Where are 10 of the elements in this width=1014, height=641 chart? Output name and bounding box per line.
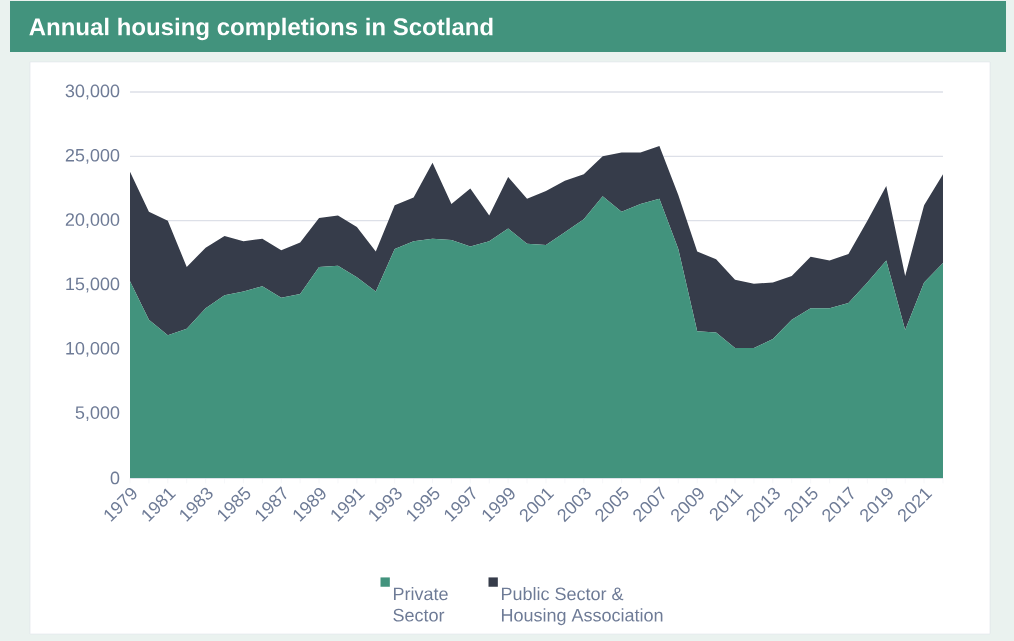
y-tick-label: 20,000: [65, 213, 120, 229]
y-tick-label: 15,000: [66, 277, 120, 293]
y-tick-label: 30,000: [65, 84, 120, 100]
y-tick-label: 0: [110, 471, 120, 485]
legend-label: Private Sector: [393, 587, 448, 622]
y-tick-label: 25,000: [65, 148, 120, 164]
chart-title: Annual housing completions in Scotland: [29, 17, 493, 41]
y-tick-label: 5,000: [75, 406, 120, 422]
y-tick-label: 10,000: [66, 341, 120, 357]
legend-label: Public Sector & Housing Association: [501, 587, 663, 626]
